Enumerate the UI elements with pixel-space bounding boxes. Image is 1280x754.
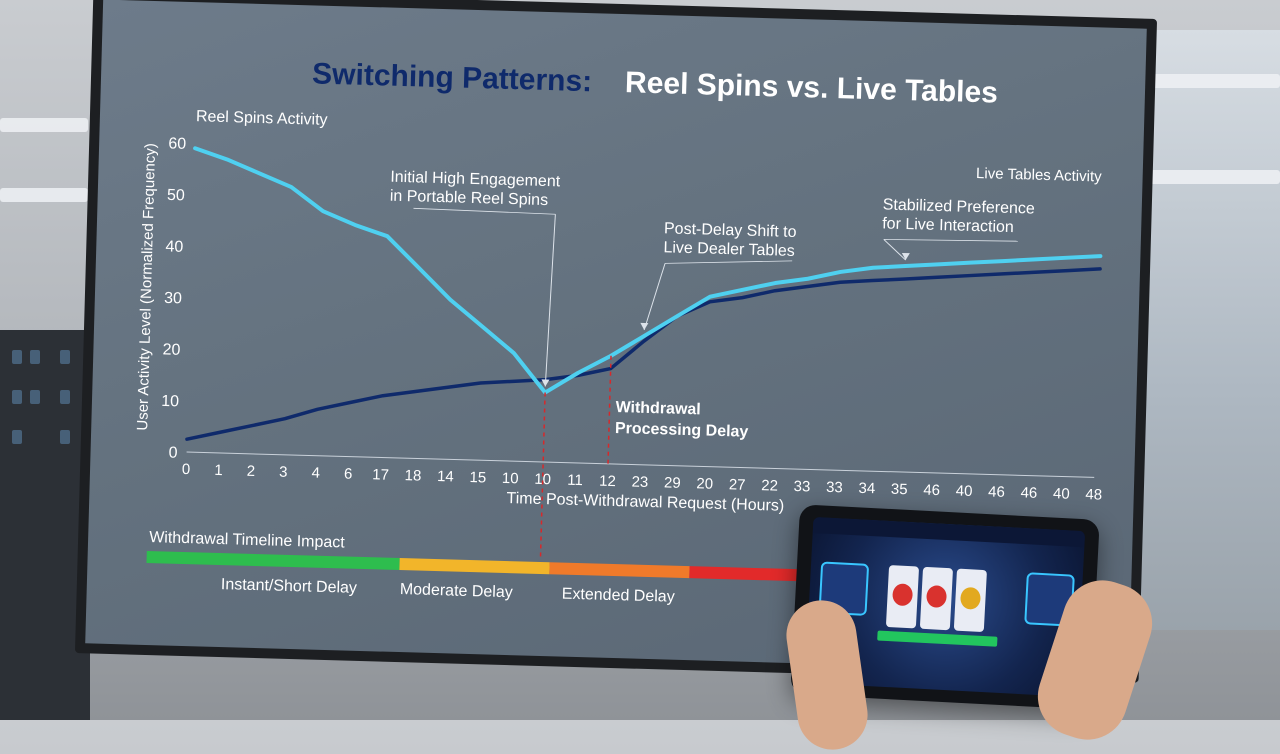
y-tick-label: 40	[165, 238, 183, 255]
y-tick-label: 50	[167, 187, 185, 204]
seven-icon	[959, 586, 982, 610]
x-tick-label: 46	[1020, 484, 1037, 501]
annotation-rule	[665, 260, 793, 264]
x-tick-label: 12	[599, 473, 616, 490]
annotation-text: Post-Delay Shift toLive Dealer Tables	[663, 220, 797, 260]
withdrawal-delay-label: Withdrawal Processing Delay	[615, 399, 750, 441]
rack-light	[60, 350, 70, 364]
x-tick-label: 22	[761, 477, 778, 494]
annotation-line: Post-Delay Shift to	[664, 220, 797, 241]
y-tick-label: 10	[161, 393, 179, 410]
timeline-segment-label: Extended Delay	[562, 586, 675, 606]
rack-light	[30, 350, 40, 364]
x-tick-label: 20	[696, 475, 713, 492]
timeline-segment	[549, 562, 690, 579]
rack-light	[12, 350, 22, 364]
timeline-title: Withdrawal Timeline Impact	[149, 529, 346, 551]
x-tick-label: 48	[1085, 486, 1102, 503]
rack-light	[12, 430, 22, 444]
chart-title-part2: Reel Spins vs. Live Tables	[625, 66, 999, 109]
legend-reel-spins: Reel Spins Activity	[196, 108, 328, 129]
x-tick-label: 3	[279, 464, 288, 481]
y-tick-label: 20	[162, 341, 180, 358]
x-tick-label: 29	[664, 474, 681, 491]
x-tick-label: 2	[247, 463, 256, 480]
chart-title-part1: Switching Patterns:	[312, 57, 593, 98]
x-tick-label: 33	[826, 479, 843, 496]
annotation-text: Initial High Engagementin Portable Reel …	[390, 169, 561, 210]
y-tick-label: 0	[168, 445, 177, 462]
x-tick-label: 27	[729, 476, 746, 493]
cherry-icon	[892, 583, 914, 607]
x-axis-label: Time Post-Withdrawal Request (Hours)	[506, 490, 784, 515]
x-tick-label: 34	[858, 480, 875, 497]
cherry-icon	[925, 585, 948, 609]
annotation-line: in Portable Reel Spins	[390, 188, 549, 209]
spin-bar	[877, 630, 998, 647]
x-tick-label: 0	[182, 461, 191, 478]
x-tick-label: 11	[567, 472, 583, 489]
rack-light	[12, 390, 22, 404]
x-tick-label: 6	[344, 465, 353, 482]
ceiling-light	[1150, 74, 1280, 88]
x-tick-label: 35	[891, 481, 908, 498]
x-tick-label: 46	[988, 483, 1005, 500]
reel-spins-line	[193, 146, 1103, 395]
annotation-line: Live Dealer Tables	[663, 239, 795, 260]
x-tick-label: 18	[404, 467, 421, 484]
legend-live-tables: Live Tables Activity	[976, 165, 1103, 186]
annotation-arrowhead	[541, 379, 550, 387]
rack-light	[60, 430, 70, 444]
x-tick-label: 1	[214, 462, 223, 479]
annotation-line: Processing Delay	[615, 420, 749, 441]
delay-marker-line	[607, 355, 612, 464]
annotation-leader	[643, 263, 666, 331]
annotation-line: Withdrawal	[615, 399, 701, 418]
x-tick-label: 23	[631, 473, 648, 490]
annotation-leader	[883, 239, 907, 261]
annotation-leader	[544, 214, 556, 387]
ceiling-light	[1150, 170, 1280, 184]
timeline-segment	[399, 558, 550, 575]
ceiling-light	[0, 188, 88, 202]
annotation-arrowhead	[640, 322, 649, 331]
x-tick-label: 10	[534, 471, 551, 488]
annotation-text: Stabilized Preferencefor Live Interactio…	[882, 196, 1035, 236]
y-axis-label: User Activity Level (Normalized Frequenc…	[134, 143, 159, 431]
annotation-rule	[413, 207, 556, 215]
y-tick-label: 30	[164, 290, 182, 307]
x-tick-label: 17	[372, 466, 389, 483]
y-tick-label: 60	[168, 135, 186, 152]
x-tick-label: 10	[502, 470, 519, 487]
annotation-rule	[883, 239, 1018, 242]
x-tick-label: 4	[311, 465, 320, 482]
x-tick-label: 46	[923, 482, 940, 499]
server-rack	[0, 330, 90, 720]
rack-light	[30, 390, 40, 404]
slot-reel	[953, 568, 987, 633]
timeline-segment-label: Instant/Short Delay	[221, 576, 357, 597]
annotation-line: for Live Interaction	[882, 215, 1014, 236]
x-axis-line	[186, 451, 1095, 478]
timeline-segment-label: Moderate Delay	[400, 581, 513, 601]
annotation-line: Stabilized Preference	[883, 196, 1036, 217]
rack-light	[60, 390, 70, 404]
timeline-segment	[146, 550, 400, 571]
ceiling-light	[0, 118, 88, 132]
slot-reel	[885, 565, 920, 629]
background-window	[1140, 30, 1280, 630]
slot-reel	[919, 566, 954, 631]
x-tick-label: 15	[469, 469, 486, 486]
live-tables-line	[185, 267, 1102, 441]
tablet-header	[812, 516, 1086, 548]
x-tick-label: 40	[1053, 485, 1070, 502]
delay-marker-line	[539, 392, 546, 558]
annotation-line: Initial High Engagement	[390, 169, 561, 191]
annotation-arrowhead	[901, 252, 910, 261]
x-tick-label: 40	[956, 483, 973, 500]
x-tick-label: 33	[793, 478, 810, 495]
x-tick-label: 14	[437, 468, 454, 485]
